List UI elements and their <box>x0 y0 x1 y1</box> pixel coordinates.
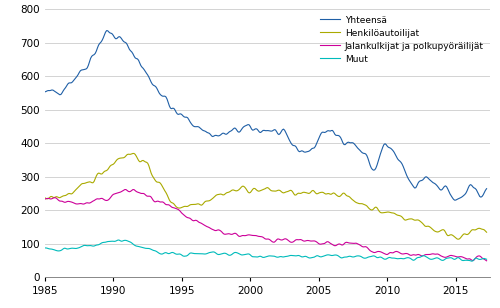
Muut <box>42 246 48 250</box>
Line: Muut: Muut <box>45 240 486 261</box>
Henkilöautoilijat <box>256 189 262 193</box>
Line: Yhteensä: Yhteensä <box>45 30 486 200</box>
Muut <box>259 255 265 259</box>
Jalankulkijat ja polkupyöräilijät <box>444 255 450 259</box>
Yhteensä <box>259 130 265 133</box>
Line: Henkilöautoilijat: Henkilöautoilijat <box>45 153 486 239</box>
Henkilöautoilijat <box>439 228 445 232</box>
Yhteensä <box>104 29 110 32</box>
Yhteensä <box>444 185 450 188</box>
Henkilöautoilijat <box>150 174 156 177</box>
Muut <box>484 257 490 261</box>
Yhteensä <box>256 130 262 134</box>
Muut <box>444 257 450 260</box>
Yhteensä <box>452 198 458 202</box>
Jalankulkijat ja polkupyöräilijät <box>246 233 252 237</box>
Yhteensä <box>246 123 252 127</box>
Jalankulkijat ja polkupyöräilijät <box>150 197 156 201</box>
Henkilöautoilijat <box>131 152 137 155</box>
Henkilöautoilijat <box>455 237 461 241</box>
Jalankulkijat ja polkupyöräilijät <box>122 188 128 191</box>
Yhteensä <box>439 188 445 191</box>
Yhteensä <box>42 90 48 94</box>
Yhteensä <box>484 187 490 191</box>
Henkilöautoilijat <box>444 233 450 236</box>
Henkilöautoilijat <box>246 191 252 195</box>
Line: Jalankulkijat ja polkupyöräilijät: Jalankulkijat ja polkupyöräilijät <box>45 189 486 261</box>
Henkilöautoilijat <box>42 196 48 200</box>
Muut <box>468 259 474 263</box>
Jalankulkijat ja polkupyöräilijät <box>484 259 490 263</box>
Legend: Yhteensä, Henkilöautoilijat, Jalankulkijat ja polkupyöräilijät, Muut: Yhteensä, Henkilöautoilijat, Jalankulkij… <box>318 14 486 66</box>
Jalankulkijat ja polkupyöräilijät <box>42 197 48 201</box>
Henkilöautoilijat <box>259 188 265 192</box>
Yhteensä <box>150 82 156 86</box>
Henkilöautoilijat <box>484 230 490 234</box>
Muut <box>150 248 156 252</box>
Jalankulkijat ja polkupyöräilijät <box>259 235 265 239</box>
Muut <box>439 258 445 262</box>
Muut <box>246 252 252 256</box>
Jalankulkijat ja polkupyöräilijät <box>439 254 445 258</box>
Muut <box>115 238 121 242</box>
Jalankulkijat ja polkupyöräilijät <box>256 235 262 238</box>
Muut <box>256 254 262 258</box>
